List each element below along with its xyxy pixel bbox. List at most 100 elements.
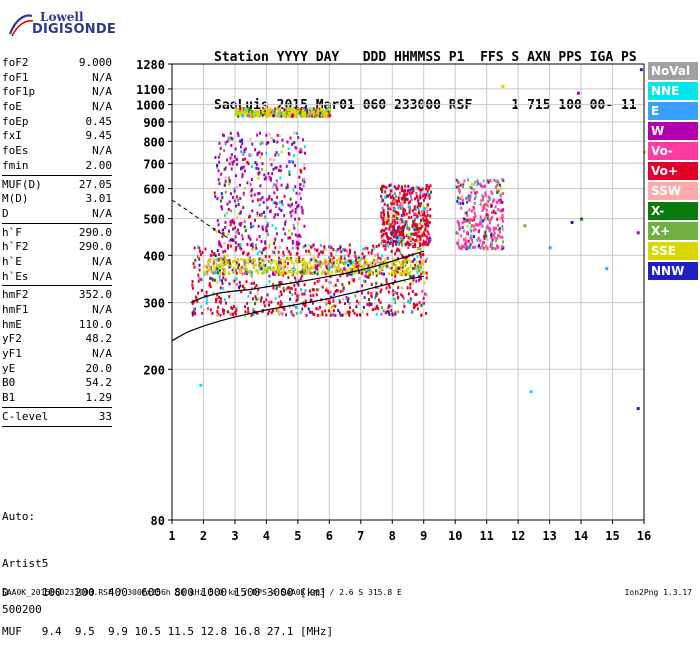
echo-point bbox=[380, 199, 383, 203]
profile-dashed-line bbox=[171, 199, 236, 244]
echo-point bbox=[392, 289, 395, 293]
echo-point bbox=[197, 279, 200, 283]
echo-point bbox=[237, 231, 240, 235]
echo-point bbox=[460, 246, 463, 250]
echo-point bbox=[259, 197, 262, 201]
echo-point bbox=[406, 286, 409, 290]
echo-point bbox=[457, 196, 460, 200]
echo-point bbox=[381, 237, 384, 241]
echo-point bbox=[280, 281, 283, 285]
echo-point bbox=[501, 200, 504, 204]
echo-point bbox=[289, 197, 292, 201]
echo-point bbox=[228, 239, 231, 243]
echo-point bbox=[263, 247, 266, 251]
echo-point bbox=[277, 264, 280, 268]
muf-value-row: MUF 9.4 9.5 9.9 10.5 11.5 12.8 16.8 27.1… bbox=[2, 625, 334, 638]
echo-point bbox=[313, 114, 316, 118]
echo-point bbox=[375, 259, 378, 263]
echo-point bbox=[392, 235, 395, 239]
echo-point bbox=[364, 263, 367, 267]
echo-point bbox=[253, 281, 256, 285]
echo-point bbox=[423, 210, 426, 214]
x-tick-label: 1 bbox=[168, 529, 175, 543]
echo-point bbox=[346, 273, 349, 277]
echo-point bbox=[357, 267, 360, 271]
echo-point bbox=[385, 277, 388, 281]
echo-point bbox=[407, 292, 410, 296]
echo-point bbox=[416, 196, 419, 200]
echo-point bbox=[425, 184, 428, 188]
echo-point bbox=[230, 143, 233, 147]
echo-point bbox=[238, 112, 241, 116]
echo-point bbox=[262, 248, 265, 252]
echo-point bbox=[402, 238, 405, 242]
echo-point bbox=[411, 281, 414, 285]
echo-point bbox=[487, 218, 490, 222]
echo-point bbox=[353, 271, 356, 275]
echo-point bbox=[231, 313, 234, 317]
echo-point bbox=[216, 271, 219, 275]
echo-point bbox=[458, 190, 461, 194]
echo-point bbox=[469, 246, 472, 250]
echo-point bbox=[237, 202, 240, 206]
echo-point bbox=[348, 281, 351, 285]
echo-point bbox=[529, 390, 533, 394]
echo-point bbox=[359, 313, 362, 317]
echo-point bbox=[280, 238, 283, 242]
echo-point bbox=[375, 312, 378, 316]
echo-point bbox=[326, 289, 329, 293]
echo-point bbox=[288, 160, 291, 164]
echo-point bbox=[289, 136, 292, 140]
echo-point bbox=[479, 215, 482, 219]
echo-point bbox=[234, 270, 237, 274]
echo-point bbox=[576, 91, 580, 95]
echo-point bbox=[235, 174, 238, 178]
echo-point bbox=[254, 286, 257, 290]
echo-point bbox=[422, 218, 425, 222]
echo-point bbox=[266, 224, 269, 228]
echo-point bbox=[330, 252, 333, 256]
echo-point bbox=[492, 209, 495, 213]
echo-point bbox=[375, 281, 378, 285]
echo-point bbox=[251, 142, 254, 146]
echo-point bbox=[270, 112, 273, 116]
echo-point bbox=[362, 279, 365, 283]
echo-point bbox=[364, 246, 367, 250]
echo-point bbox=[295, 242, 298, 246]
muf-distance-row: D 100 200 400 600 800 1000 1500 3000 [km… bbox=[2, 586, 327, 599]
echo-point bbox=[391, 225, 394, 229]
echo-point bbox=[488, 226, 491, 230]
echo-point bbox=[218, 240, 221, 244]
echo-point bbox=[362, 264, 365, 268]
echo-point bbox=[419, 196, 422, 200]
echo-point bbox=[298, 217, 301, 221]
echo-point bbox=[461, 194, 464, 198]
echo-point bbox=[466, 200, 469, 204]
echo-point bbox=[242, 258, 245, 262]
echo-point bbox=[410, 310, 413, 314]
echo-point bbox=[286, 183, 289, 187]
echo-point bbox=[329, 258, 332, 262]
echo-point bbox=[368, 301, 371, 305]
param-name: foE bbox=[2, 100, 22, 114]
echo-point bbox=[407, 201, 410, 205]
echo-point bbox=[355, 305, 358, 309]
echo-point bbox=[217, 169, 220, 173]
param-name: h`F2 bbox=[2, 240, 29, 254]
echo-point bbox=[218, 271, 221, 275]
echo-point bbox=[393, 279, 396, 283]
echo-point bbox=[227, 246, 230, 250]
echo-point bbox=[303, 145, 306, 149]
echo-point bbox=[236, 186, 239, 190]
echo-point bbox=[270, 311, 273, 315]
echo-point bbox=[346, 270, 349, 274]
auto-program: Artist5 bbox=[2, 556, 49, 570]
echo-point bbox=[343, 263, 346, 267]
echo-point bbox=[404, 222, 407, 226]
echo-point bbox=[329, 310, 332, 314]
echo-point bbox=[382, 218, 385, 222]
echo-point bbox=[375, 306, 378, 310]
echo-point bbox=[219, 199, 222, 203]
echo-point bbox=[390, 202, 393, 206]
echo-point bbox=[494, 205, 497, 209]
